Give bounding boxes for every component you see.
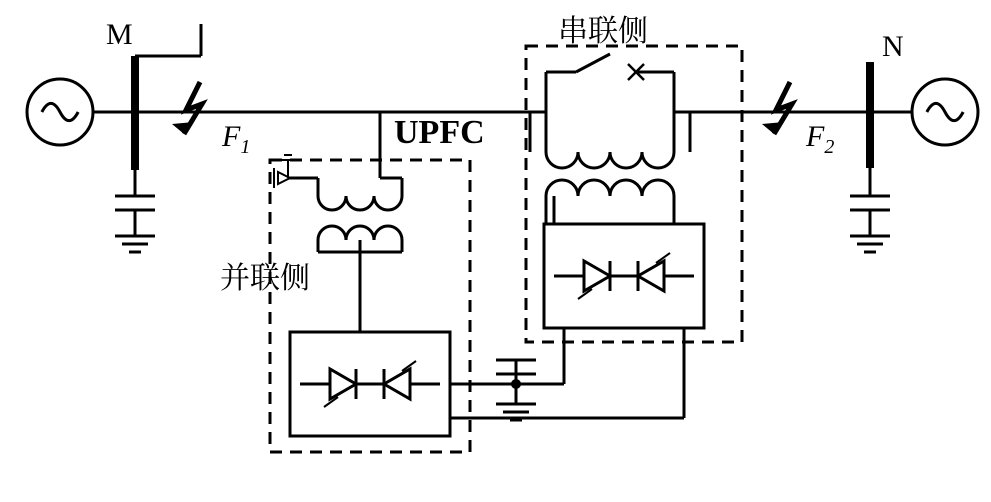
label-shunt-side: 并联侧 — [220, 256, 250, 295]
label-n: N — [882, 30, 904, 64]
label-f1: F1 — [222, 120, 250, 159]
label-series-side: 串联侧 — [558, 6, 648, 50]
label-f2: F2 — [806, 120, 834, 159]
label-upfc: UPFC — [394, 114, 485, 152]
label-m: M — [106, 18, 133, 52]
